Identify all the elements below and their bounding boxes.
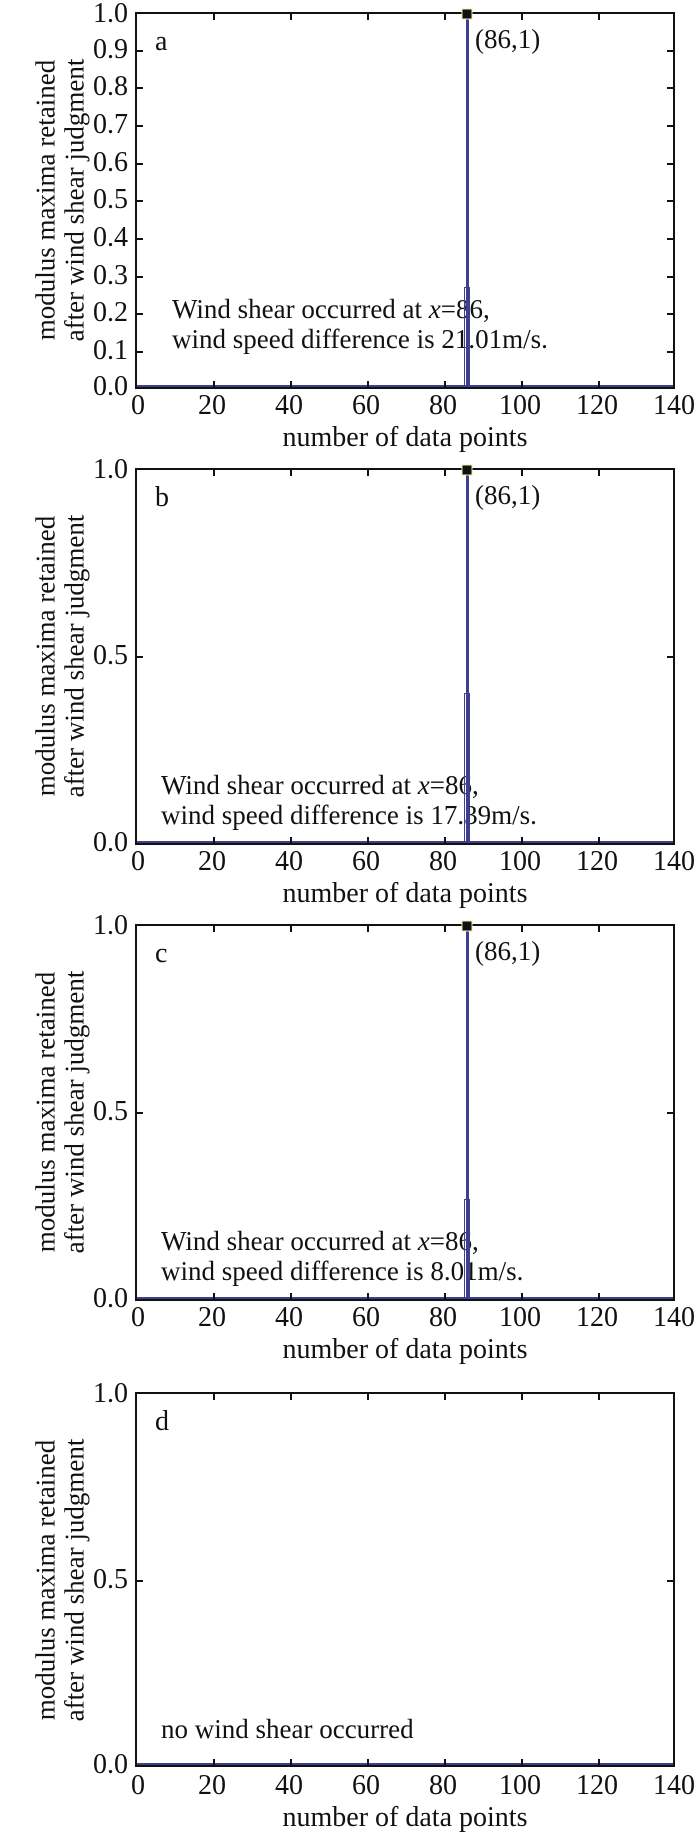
annotation: Wind shear occurred at x=86, wind speed … [161, 1226, 524, 1286]
data-line [137, 841, 673, 843]
panel-c: modulus maxima retained after wind shear … [0, 912, 700, 1370]
plot-area: c Wind shear occurred at x=86, wind spee… [135, 920, 675, 1301]
annotation: no wind shear occurred [161, 1714, 414, 1744]
plot-area: b Wind shear occurred at x=86, wind spee… [135, 464, 675, 845]
panel-letter: d [155, 1406, 169, 1437]
peak-marker [461, 920, 473, 932]
peak-label: (86,1) [475, 936, 541, 966]
peak-label: (86,1) [475, 480, 541, 510]
panel-a: modulus maxima retained after wind shear … [0, 0, 700, 458]
panel-d: modulus maxima retained after wind shear … [0, 1380, 700, 1843]
x-axis-label: number of data points [282, 878, 528, 909]
data-spike [466, 468, 469, 843]
peak-label: (86,1) [475, 24, 541, 54]
data-spike [466, 12, 469, 387]
plot-area: a Wind shear occurred at x=86, wind spee… [135, 8, 675, 389]
peak-marker [461, 8, 473, 20]
data-spike [466, 924, 469, 1299]
x-axis-label: number of data points [282, 1334, 528, 1365]
x-axis-label: number of data points [282, 422, 528, 453]
panel-letter: a [155, 26, 168, 57]
peak-marker [461, 464, 473, 476]
annotation: Wind shear occurred at x=86, wind speed … [161, 770, 537, 830]
plot-area: d no wind shear occurred [135, 1392, 675, 1767]
panel-b: modulus maxima retained after wind shear … [0, 456, 700, 914]
x-axis-label: number of data points [282, 1802, 528, 1833]
panel-letter: b [155, 482, 169, 513]
data-line [137, 1763, 673, 1765]
data-line [137, 385, 673, 387]
annotation: Wind shear occurred at x=86, wind speed … [172, 294, 548, 354]
panel-letter: c [155, 938, 168, 969]
data-line [137, 1297, 673, 1299]
